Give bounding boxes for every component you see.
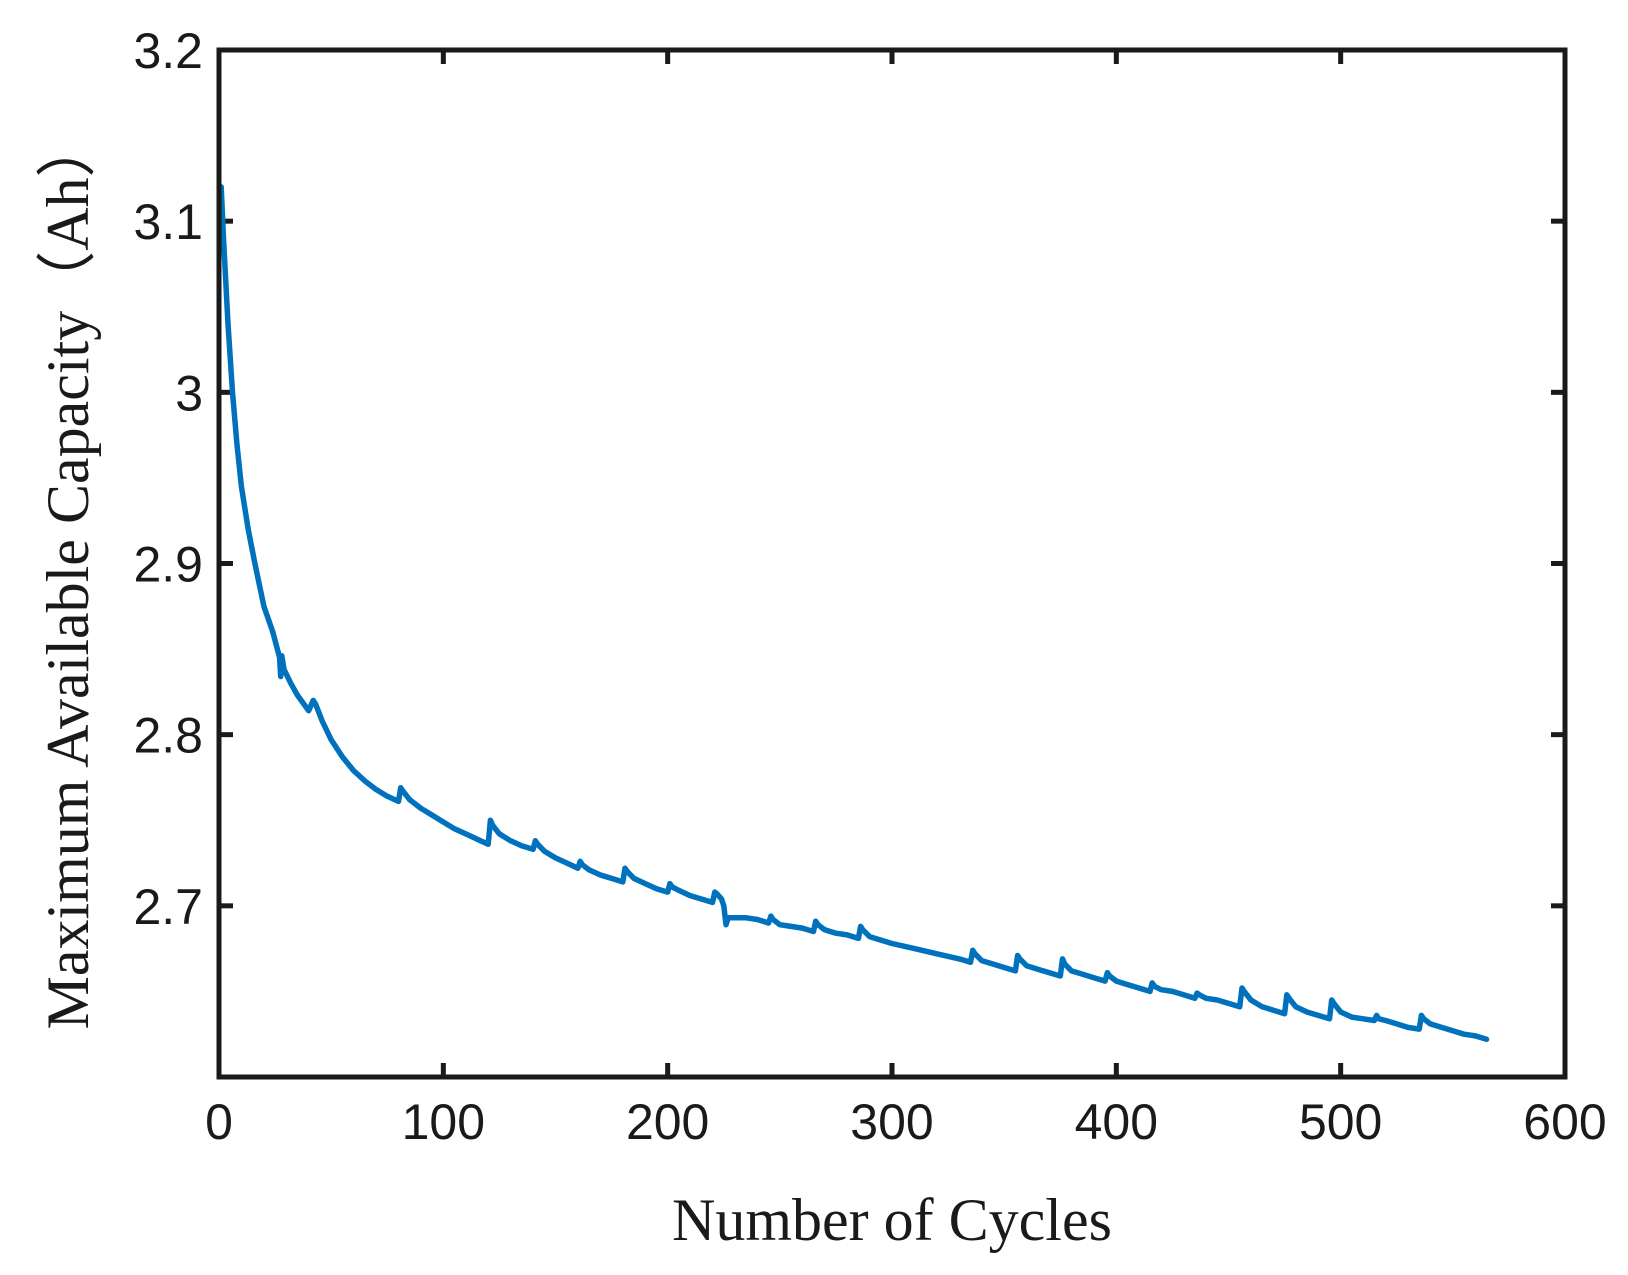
capacity-series-line [218, 184, 1490, 1043]
y-tick-label-2.8: 2.8 [133, 708, 203, 764]
x-tick-label-100: 100 [402, 1094, 485, 1150]
y-axis-ticks [219, 47, 1565, 909]
plot-area-frame [216, 47, 1568, 1080]
x-axis-tick-labels: 0 100 200 300 400 500 600 [205, 1094, 1607, 1150]
x-tick-label-500: 500 [1299, 1094, 1382, 1150]
y-tick-label-3.2: 3.2 [133, 23, 203, 79]
x-tick-label-200: 200 [626, 1094, 709, 1150]
y-tick-label-2.9: 2.9 [133, 537, 203, 593]
x-tick-label-0: 0 [205, 1094, 233, 1150]
x-tick-label-300: 300 [850, 1094, 933, 1150]
y-tick-label-3.1: 3.1 [133, 194, 203, 250]
x-tick-label-400: 400 [1075, 1094, 1158, 1150]
y-axis-tick-labels: 2.7 2.8 2.9 3 3.1 3.2 [133, 23, 203, 935]
x-axis-ticks [216, 50, 1568, 1077]
x-tick-label-600: 600 [1523, 1094, 1606, 1150]
y-tick-label-2.7: 2.7 [133, 879, 203, 935]
y-axis-title: Maximum Available Capacity（Ah） [35, 117, 101, 1029]
y-tick-label-3: 3 [175, 365, 203, 421]
x-axis-title: Number of Cycles [672, 1187, 1112, 1253]
